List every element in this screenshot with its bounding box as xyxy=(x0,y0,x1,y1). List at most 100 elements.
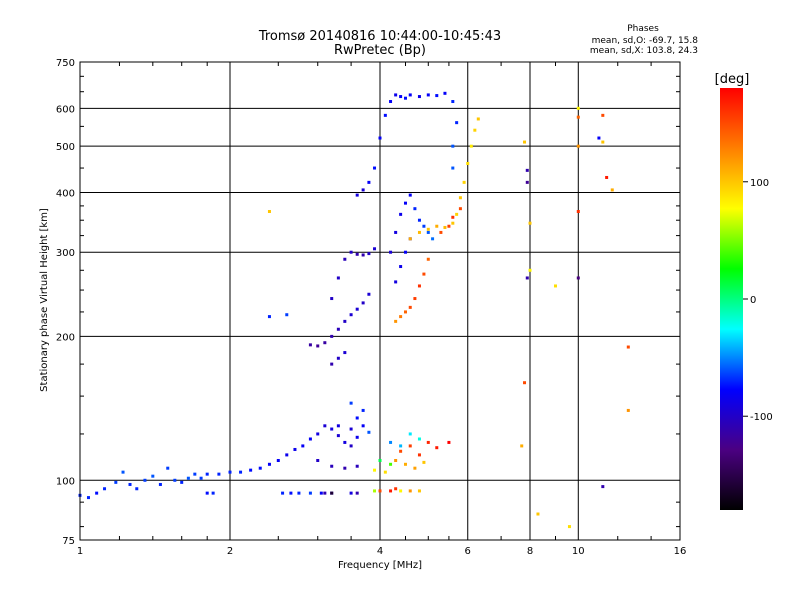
data-point xyxy=(349,313,353,317)
data-point xyxy=(597,136,601,140)
data-point xyxy=(417,489,421,493)
data-point xyxy=(276,458,280,462)
data-point xyxy=(399,444,403,448)
data-point xyxy=(378,489,382,493)
data-point xyxy=(408,305,412,309)
data-point xyxy=(408,489,412,493)
data-point xyxy=(399,95,403,99)
data-point xyxy=(408,93,412,97)
y-tick-label: 75 xyxy=(62,536,75,547)
data-point xyxy=(553,284,557,288)
data-point xyxy=(520,444,524,448)
data-point xyxy=(249,468,253,472)
data-point xyxy=(466,161,470,165)
data-point xyxy=(451,100,455,104)
plot-area: 1 2 4 6 8 10 16 75 100 200 300 400 500 600 750 xyxy=(56,58,686,557)
data-point xyxy=(455,121,459,125)
data-point xyxy=(451,215,455,219)
data-point xyxy=(135,487,139,491)
data-point xyxy=(394,93,398,97)
data-point xyxy=(349,401,353,405)
data-point xyxy=(435,94,439,98)
data-point xyxy=(267,210,271,214)
y-tick-label: 400 xyxy=(56,188,75,199)
data-point xyxy=(576,106,580,110)
data-point xyxy=(330,491,334,495)
data-point xyxy=(408,237,412,241)
data-point xyxy=(349,444,353,448)
data-point xyxy=(103,487,107,491)
data-points xyxy=(78,91,630,529)
data-point xyxy=(285,313,289,317)
x-tick-label: 4 xyxy=(377,546,383,557)
data-point xyxy=(576,144,580,148)
x-tick-label: 2 xyxy=(227,546,233,557)
data-point xyxy=(389,440,393,444)
x-axis-label: Frequency [MHz] xyxy=(338,560,422,571)
y-axis-ticks: 75 100 200 300 400 500 600 750 xyxy=(56,58,680,547)
data-point xyxy=(343,319,347,323)
data-point xyxy=(367,180,371,184)
data-point xyxy=(403,462,407,466)
data-point xyxy=(422,460,426,464)
data-point xyxy=(355,252,359,256)
data-point xyxy=(114,480,118,484)
data-point xyxy=(349,250,353,254)
data-point xyxy=(528,221,532,225)
x-tick-label: 6 xyxy=(465,546,471,557)
data-point xyxy=(435,446,439,450)
data-point xyxy=(316,458,320,462)
data-point xyxy=(417,437,421,441)
data-point xyxy=(186,476,190,480)
x-tick-label: 10 xyxy=(572,546,585,557)
data-point xyxy=(267,462,271,466)
data-point xyxy=(601,485,605,489)
data-point xyxy=(373,166,377,170)
data-point xyxy=(349,427,353,431)
data-point xyxy=(355,491,359,495)
data-point xyxy=(330,334,334,338)
data-point xyxy=(128,482,132,486)
x-axis-ticks: 1 2 4 6 8 10 16 xyxy=(77,62,686,557)
grid-lines xyxy=(80,62,680,540)
data-point xyxy=(389,489,393,493)
data-point xyxy=(389,250,393,254)
data-point xyxy=(343,440,347,444)
data-point xyxy=(336,327,340,331)
data-point xyxy=(403,250,407,254)
data-point xyxy=(458,196,462,200)
data-point xyxy=(330,297,334,301)
data-point xyxy=(408,444,412,448)
data-point xyxy=(297,491,301,495)
data-point xyxy=(267,315,271,319)
data-point xyxy=(121,470,125,474)
colorbar xyxy=(720,88,743,510)
data-point xyxy=(576,210,580,214)
data-point xyxy=(151,474,155,478)
data-point xyxy=(601,113,605,117)
x-tick-label: 1 xyxy=(77,546,83,557)
data-point xyxy=(301,444,305,448)
data-point xyxy=(361,188,365,192)
data-point xyxy=(349,491,353,495)
data-point xyxy=(330,362,334,366)
data-point xyxy=(285,453,289,457)
data-point xyxy=(462,180,466,184)
data-point xyxy=(413,207,417,211)
data-point xyxy=(469,144,473,148)
data-point xyxy=(408,193,412,197)
data-point xyxy=(389,462,393,466)
phase-info-o: mean, sd,O: -69.7, 15.8 xyxy=(592,36,699,46)
data-point xyxy=(567,525,571,529)
data-point xyxy=(394,280,398,284)
data-point xyxy=(173,478,177,482)
data-point xyxy=(525,276,529,280)
data-point xyxy=(158,482,162,486)
colorbar-label: [deg] xyxy=(715,72,750,87)
data-point xyxy=(367,292,371,296)
data-point xyxy=(293,447,297,451)
data-point xyxy=(413,297,417,301)
data-point xyxy=(343,351,347,355)
data-point xyxy=(336,276,340,280)
